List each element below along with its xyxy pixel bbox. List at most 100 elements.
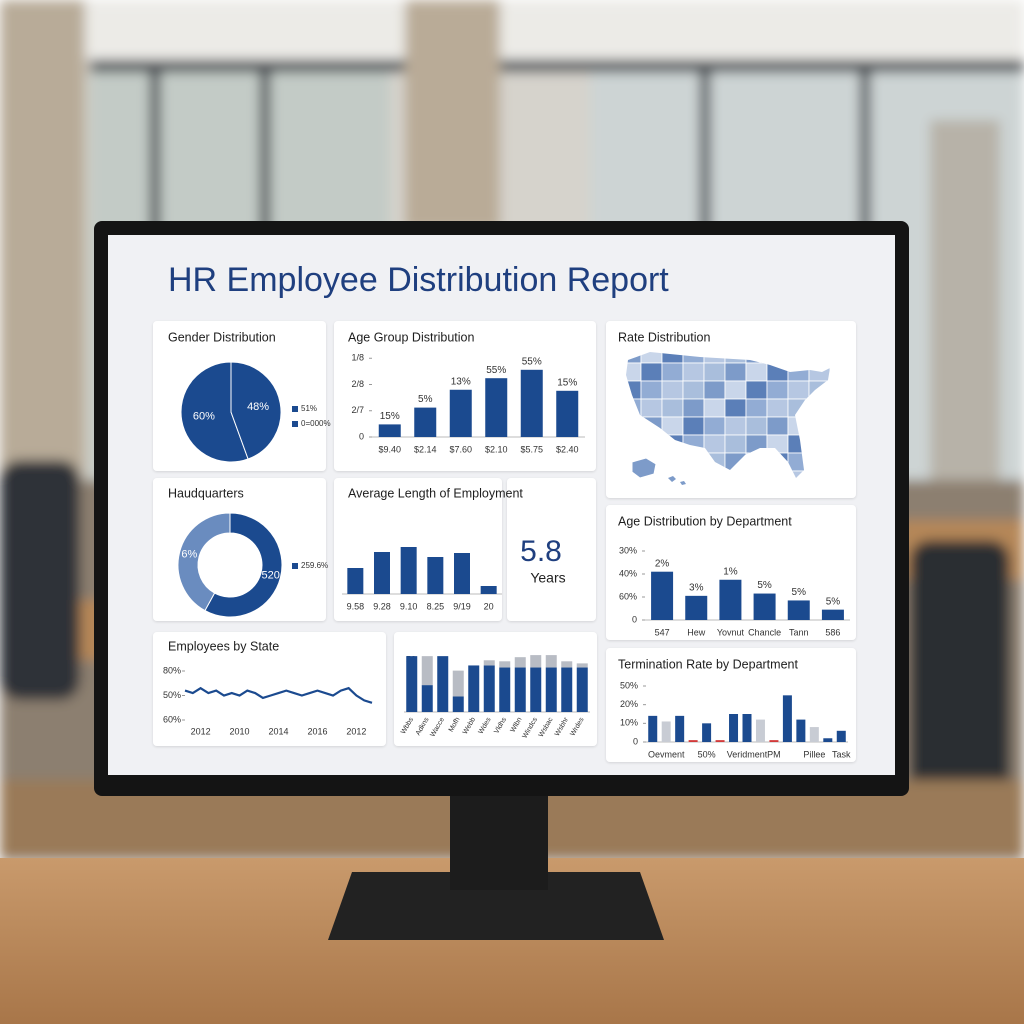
x-tick-label: Yovnut [717, 627, 745, 637]
panel-title: Age Group Distribution [348, 330, 475, 344]
y-tick-label: 10% [620, 718, 638, 728]
state [640, 398, 663, 418]
legend-swatch [292, 406, 298, 412]
y-tick-label: 1/8 [351, 353, 364, 363]
state [787, 380, 810, 400]
bar [414, 407, 437, 437]
x-tick-label: $5.75 [520, 444, 543, 454]
bar [651, 571, 674, 620]
x-tick-label: 2012 [346, 726, 366, 736]
bar-segment [452, 670, 464, 697]
state [682, 380, 705, 400]
state [745, 362, 768, 382]
y-tick-label: 0 [632, 614, 637, 624]
bar-segment [561, 667, 573, 712]
legend-label: 51% [301, 404, 317, 413]
card [507, 478, 596, 621]
state [703, 362, 726, 382]
y-tick-label: 50% [620, 680, 638, 690]
bar [427, 557, 444, 594]
y-tick-label: 60% [163, 714, 181, 724]
bar-annotation: 15% [557, 377, 577, 388]
x-tick-label: $2.14 [414, 444, 437, 454]
state [661, 362, 684, 382]
x-tick-label: 9/19 [453, 601, 471, 611]
bar [742, 714, 752, 742]
state [724, 380, 747, 400]
bar-annotation: 1% [723, 566, 738, 577]
kpi-value: 5.8 [520, 535, 562, 568]
bar-segment [421, 656, 433, 686]
state [766, 398, 789, 418]
x-tick-label: 2012 [191, 726, 211, 736]
bar-segment [452, 696, 464, 712]
bar-segment [514, 657, 526, 668]
bar-annotation: 55% [486, 365, 506, 376]
bar [809, 727, 819, 742]
legend-label: 0=000% [301, 419, 331, 428]
y-tick-label: 40% [619, 568, 637, 578]
state [682, 398, 705, 418]
bar-segment [514, 667, 526, 712]
bar [685, 595, 708, 620]
bar [480, 586, 497, 594]
bar-annotation: 5% [826, 596, 841, 607]
bar [449, 389, 472, 437]
x-tick-label: Task [832, 749, 851, 759]
bar-segment [561, 661, 573, 668]
bar [485, 378, 508, 437]
bar [400, 547, 417, 594]
bar [702, 723, 712, 742]
panel-title: Rate Distribution [618, 330, 710, 344]
state [703, 380, 726, 400]
bar [648, 715, 658, 742]
slice-label: 48% [247, 401, 269, 413]
bar-segment [483, 660, 495, 666]
bar [782, 695, 792, 742]
bar [796, 719, 806, 742]
y-tick-label: 0 [633, 736, 638, 746]
state [703, 434, 726, 454]
state [766, 380, 789, 400]
state [745, 416, 768, 436]
x-tick-label: $7.60 [449, 444, 472, 454]
slice-label: 6% [181, 548, 197, 560]
x-tick-label: 50% [698, 749, 716, 759]
x-tick-label: $9.40 [378, 444, 401, 454]
state [745, 398, 768, 418]
x-tick-label: 2014 [268, 726, 288, 736]
panel-title: Haudquarters [168, 486, 244, 500]
bar [715, 740, 725, 742]
bar-annotation: 15% [380, 411, 400, 422]
x-tick-label: 586 [825, 627, 840, 637]
bar [823, 738, 833, 742]
bar-segment [483, 665, 495, 712]
bar [374, 552, 390, 594]
monitor-base [328, 872, 664, 940]
bar-segment [499, 667, 511, 712]
panel-title: Gender Distribution [168, 330, 276, 344]
bar-annotation: 13% [451, 376, 471, 387]
bar-annotation: 55% [522, 356, 542, 367]
state [682, 416, 705, 436]
bar-annotation: 2% [655, 558, 670, 569]
legend-label: 259.6% [301, 561, 328, 570]
x-tick-label: Chancle [748, 627, 781, 637]
bar [753, 593, 776, 620]
y-tick-label: 80% [163, 665, 181, 675]
state [787, 470, 810, 478]
bar-segment [437, 656, 449, 712]
report-title: HR Employee Distribution Report [168, 261, 669, 299]
x-tick-label: 8.25 [427, 601, 445, 611]
bar-segment [530, 667, 542, 712]
legend-swatch [292, 421, 298, 427]
state [724, 416, 747, 436]
monitor-neck [450, 790, 548, 890]
state [724, 398, 747, 418]
bar-segment [545, 667, 557, 712]
bar-segment [545, 655, 557, 668]
slice-label: 520 [262, 569, 280, 581]
bar [675, 715, 685, 742]
y-tick-label: 50% [163, 690, 181, 700]
